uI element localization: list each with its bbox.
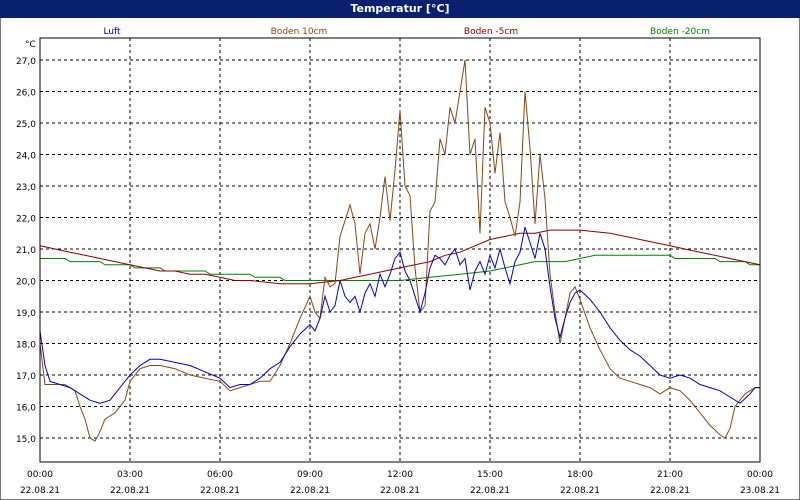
x-tick-time: 09:00 [297,470,323,480]
y-tick-label: 15,0 [16,435,36,445]
x-tick-date: 22.08.21 [560,486,600,496]
x-tick-date: 22.08.21 [650,486,690,496]
legend-entry: Luft [103,27,121,37]
y-tick-label: 26,0 [16,89,36,99]
y-tick-label: 20,0 [16,278,36,288]
x-tick-date: 22.08.21 [20,486,60,496]
x-tick-date: 23.08.21 [740,486,780,496]
legend-entry: Boden -5cm [464,27,518,37]
y-tick-label: 21,0 [16,246,36,256]
y-tick-label: 25,0 [16,120,36,130]
y-tick-label: 24,0 [16,152,36,162]
plot-area [39,37,761,463]
series-line-luft [39,226,760,404]
legend-entry: Boden 10cm [271,27,328,37]
y-axis-label: °C [25,40,36,50]
x-tick-date: 22.08.21 [380,486,420,496]
chart-title: Temperatur [°C] [0,0,800,18]
series-line-boden-5cm [39,229,761,285]
x-tick-time: 12:00 [387,470,413,480]
x-tick-labels: 00:00 22.08.21 03:00 22.08.21 06:00 22.08.21 0… [20,470,780,496]
x-tick-time: 03:00 [117,470,143,480]
y-tick-label: 18,0 [16,341,36,351]
x-tick-time: 06:00 [207,470,233,480]
x-tick-date: 22.08.21 [290,486,330,496]
y-tick-label: 19,0 [16,309,36,319]
y-tick-label: 16,0 [16,404,36,414]
x-tick-time: 00:00 [27,470,53,480]
y-tick-labels: 15,0 16,0 17,0 18,0 19,0 20,0 21,0 22,0 23,0 24,0… [16,57,36,445]
legend-entry: Boden -20cm [650,27,710,37]
x-tick-date: 22.08.21 [470,486,510,496]
y-tick-label: 23,0 [16,183,36,193]
x-tick-time: 00:00 [747,470,773,480]
x-tick-date: 22.08.21 [200,486,240,496]
x-tick-time: 15:00 [477,470,503,480]
series-lines [39,59,761,442]
x-tick-time: 18:00 [567,470,593,480]
x-tick-date: 22.08.21 [110,486,150,496]
legend: Luft Boden 10cm Boden -5cm Boden -20cm [103,27,710,37]
series-line-boden-10cm [39,59,760,442]
grid-lines [40,38,760,462]
x-tick-time: 21:00 [657,470,683,480]
y-tick-label: 17,0 [16,372,36,382]
y-tick-label: 27,0 [16,57,36,67]
y-tick-label: 22,0 [16,215,36,225]
